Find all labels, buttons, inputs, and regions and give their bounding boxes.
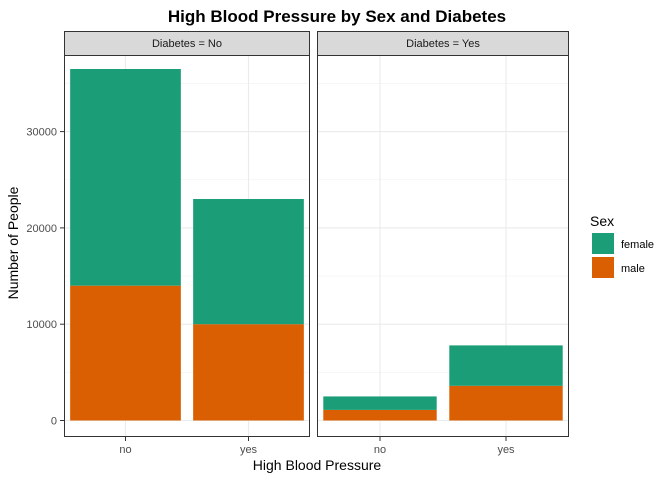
legend: Sex female male	[590, 213, 654, 278]
facet-strip	[317, 31, 569, 56]
bar-female-yes	[193, 199, 304, 325]
y-axis: 0 10000 20000 30000	[26, 127, 64, 428]
y-tick-label: 10000	[26, 319, 57, 331]
y-tick-label: 30000	[26, 127, 57, 139]
facet-strip-label: Diabetes = No	[152, 38, 222, 50]
bar-female-yes	[449, 345, 563, 386]
legend-label-female: female	[621, 239, 654, 251]
facet-strip	[64, 31, 310, 56]
facet-panels: no yes Diabetes = No no yes Diabetes = Yes	[64, 31, 569, 456]
y-tick-label: 20000	[26, 223, 57, 235]
facet-strip-label: Diabetes = Yes	[406, 38, 480, 50]
legend-key-male	[592, 257, 614, 278]
bar-male-yes	[449, 385, 563, 421]
bar-female-no	[70, 69, 181, 286]
facet-panel-1: no yes Diabetes = No	[64, 31, 310, 456]
bar-female-no	[323, 396, 437, 410]
x-tick-label: no	[374, 444, 386, 456]
x-tick-label: no	[119, 444, 131, 456]
x-axis-title: High Blood Pressure	[253, 457, 382, 473]
legend-title: Sex	[590, 213, 614, 229]
x-tick-label: yes	[497, 444, 515, 456]
chart-title: High Blood Pressure by Sex and Diabetes	[168, 7, 506, 26]
legend-label-male: male	[621, 263, 645, 275]
y-axis-title: Number of People	[5, 186, 21, 299]
y-tick-label: 0	[51, 416, 57, 428]
bar-male-no	[70, 285, 181, 421]
x-tick-label: yes	[240, 444, 258, 456]
bar-male-no	[323, 409, 437, 421]
legend-key-female	[592, 233, 614, 254]
bar-male-yes	[193, 324, 304, 421]
facet-panel-2: no yes Diabetes = Yes	[317, 31, 569, 456]
